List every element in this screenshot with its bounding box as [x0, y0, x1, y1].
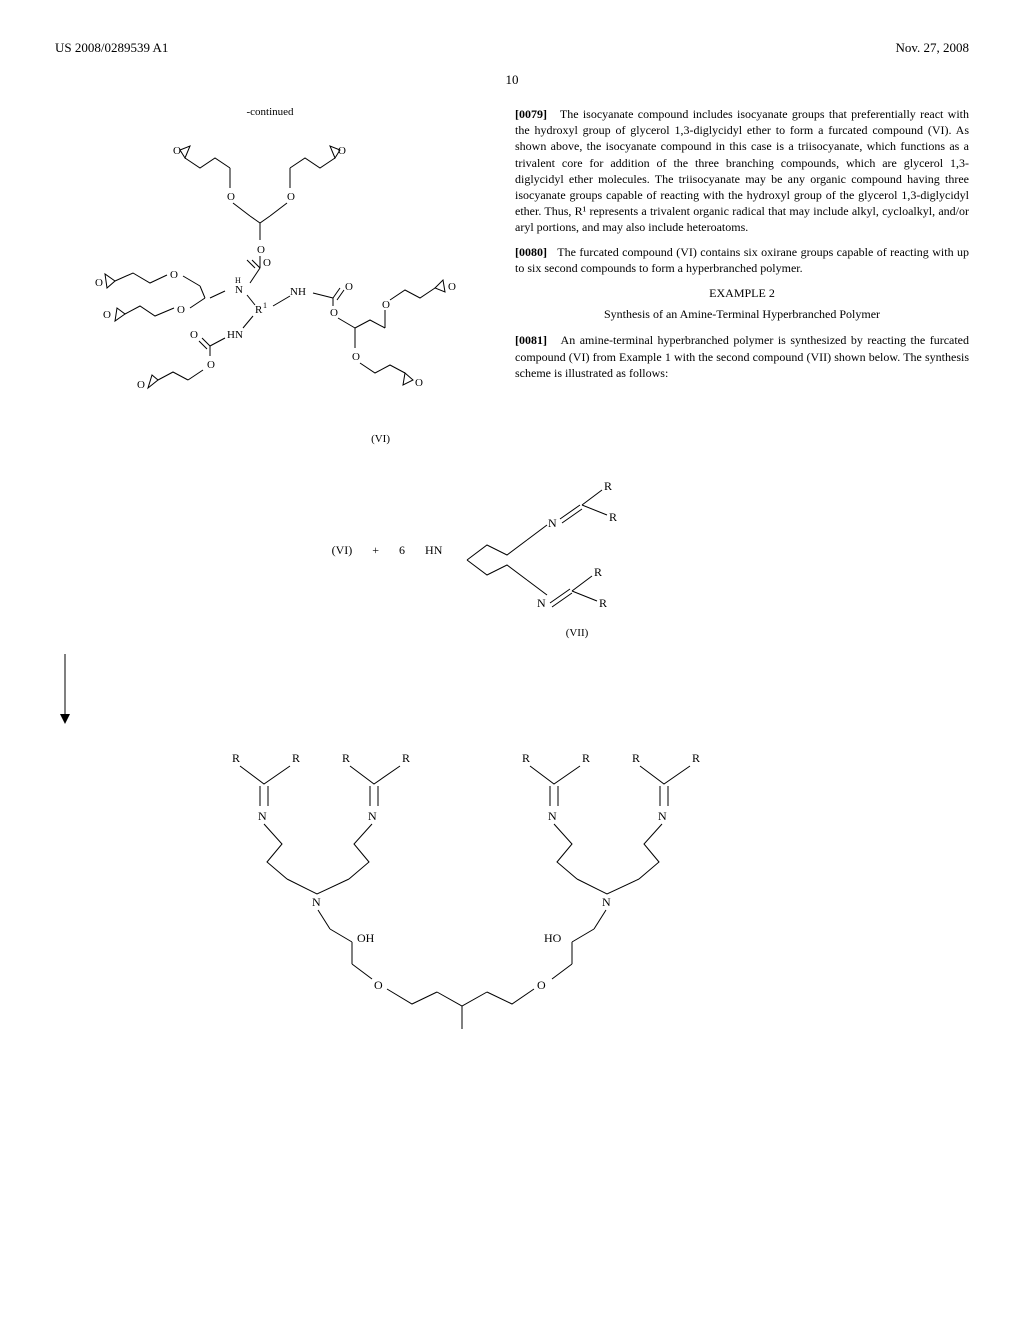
svg-text:1: 1	[263, 301, 267, 310]
paragraph-79: [0079] The isocyanate compound includes …	[515, 106, 969, 236]
reaction-scheme: (VI) + 6 HN N R R	[55, 475, 969, 1064]
svg-text:O: O	[177, 304, 185, 316]
header-left: US 2008/0289539 A1	[55, 40, 168, 56]
svg-text:O: O	[415, 377, 423, 389]
example-heading: EXAMPLE 2	[515, 286, 969, 301]
content-columns: -continued O O O	[55, 106, 969, 455]
product-structure: R R N R R N N	[55, 744, 969, 1064]
svg-text:R: R	[599, 596, 607, 610]
svg-text:OH: OH	[357, 931, 375, 945]
hn-label: HN	[425, 543, 442, 558]
down-arrow	[55, 654, 969, 724]
para-num-79: [0079]	[515, 107, 547, 121]
svg-text:R: R	[292, 751, 300, 765]
right-column: [0079] The isocyanate compound includes …	[515, 106, 969, 455]
compound-vii-svg: N R R N R R	[462, 475, 692, 625]
svg-text:O: O	[170, 269, 178, 281]
reaction-reactant-line: (VI) + 6 HN N R R	[332, 475, 693, 625]
structure-vi-label: (VI)	[55, 433, 485, 445]
svg-text:N: N	[537, 596, 546, 610]
svg-text:R: R	[342, 751, 350, 765]
coefficient-6: 6	[399, 543, 405, 558]
para-num-80: [0080]	[515, 245, 547, 259]
svg-text:R: R	[232, 751, 240, 765]
svg-text:N: N	[258, 809, 267, 823]
vii-label: (VII)	[185, 627, 969, 639]
svg-text:R: R	[609, 510, 617, 524]
svg-text:O: O	[345, 281, 353, 293]
svg-text:R: R	[255, 304, 263, 316]
product-svg: R R N R R N N	[172, 744, 852, 1064]
header-right: Nov. 27, 2008	[895, 40, 969, 56]
page-container: US 2008/0289539 A1 Nov. 27, 2008 10 -con…	[0, 0, 1024, 1104]
paragraph-80: [0080] The furcated compound (VI) contai…	[515, 244, 969, 276]
svg-text:O: O	[352, 351, 360, 363]
arrow-icon	[55, 654, 75, 724]
svg-text:R: R	[604, 479, 612, 493]
svg-text:N: N	[368, 809, 377, 823]
svg-text:N: N	[548, 809, 557, 823]
para-text-81: An amine-terminal hyperbranched polymer …	[515, 333, 969, 379]
svg-text:R: R	[402, 751, 410, 765]
svg-text:N: N	[658, 809, 667, 823]
svg-text:R: R	[632, 751, 640, 765]
structure-vi-diagram: O O O O O	[55, 128, 485, 455]
svg-text:O: O	[173, 145, 181, 157]
svg-text:N: N	[235, 284, 243, 296]
svg-text:O: O	[95, 277, 103, 289]
svg-text:O: O	[374, 978, 383, 992]
svg-text:H: H	[235, 276, 241, 285]
svg-text:N: N	[602, 895, 611, 909]
example-subheading: Synthesis of an Amine-Terminal Hyperbran…	[515, 307, 969, 323]
compound-vi-svg: O O O O O	[55, 138, 485, 428]
svg-text:R: R	[692, 751, 700, 765]
svg-text:R: R	[594, 565, 602, 579]
para-num-81: [0081]	[515, 333, 547, 347]
svg-text:O: O	[537, 978, 546, 992]
svg-text:O: O	[330, 307, 338, 319]
page-header: US 2008/0289539 A1 Nov. 27, 2008	[55, 40, 969, 56]
svg-text:O: O	[287, 191, 295, 203]
svg-text:O: O	[257, 244, 265, 256]
svg-text:O: O	[103, 309, 111, 321]
plus-sign: +	[372, 543, 379, 558]
svg-text:O: O	[207, 359, 215, 371]
svg-text:N: N	[548, 516, 557, 530]
svg-text:O: O	[448, 281, 456, 293]
para-text-79: The isocyanate compound includes isocyan…	[515, 107, 969, 234]
svg-text:NH: NH	[290, 286, 306, 298]
paragraph-81: [0081] An amine-terminal hyperbranched p…	[515, 332, 969, 381]
page-number: 10	[506, 72, 519, 88]
svg-text:O: O	[227, 191, 235, 203]
para-text-80: The furcated compound (VI) contains six …	[515, 245, 969, 275]
svg-text:HN: HN	[227, 329, 243, 341]
svg-text:O: O	[137, 379, 145, 391]
left-column: -continued O O O	[55, 106, 485, 455]
svg-text:O: O	[382, 299, 390, 311]
scheme-reactants: (VI) + 6 HN N R R	[55, 475, 969, 639]
svg-text:O: O	[263, 257, 271, 269]
svg-text:O: O	[338, 145, 346, 157]
continued-label: -continued	[55, 106, 485, 118]
svg-text:R: R	[582, 751, 590, 765]
svg-text:HO: HO	[544, 931, 562, 945]
svg-text:R: R	[522, 751, 530, 765]
svg-text:N: N	[312, 895, 321, 909]
svg-text:O: O	[190, 329, 198, 341]
vi-label: (VI)	[332, 543, 353, 558]
